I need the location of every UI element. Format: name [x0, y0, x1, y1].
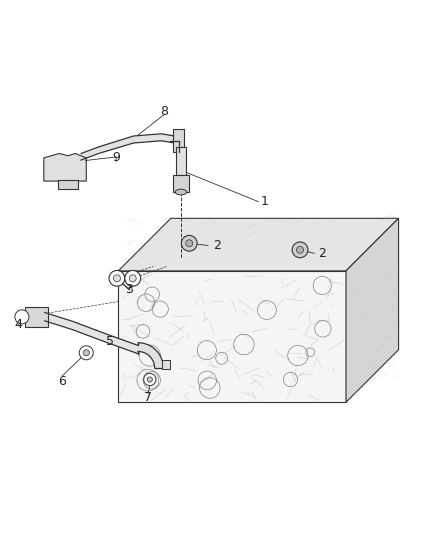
Circle shape	[186, 240, 193, 247]
Polygon shape	[45, 312, 138, 354]
Bar	[162, 360, 170, 368]
Circle shape	[129, 275, 136, 282]
Circle shape	[125, 270, 141, 286]
Text: 5: 5	[106, 335, 114, 349]
Text: 4: 4	[14, 318, 22, 331]
Polygon shape	[138, 343, 163, 368]
Polygon shape	[44, 154, 86, 181]
Circle shape	[109, 270, 125, 286]
Bar	[25, 307, 48, 327]
Text: 3: 3	[125, 283, 133, 296]
Circle shape	[79, 346, 93, 360]
Text: 8: 8	[160, 104, 168, 117]
Circle shape	[15, 310, 29, 324]
Polygon shape	[118, 219, 399, 271]
Circle shape	[113, 275, 120, 282]
Text: 7: 7	[144, 391, 152, 403]
Circle shape	[147, 377, 152, 382]
Ellipse shape	[175, 189, 187, 195]
Bar	[173, 174, 189, 192]
Bar	[176, 147, 186, 175]
Bar	[173, 129, 184, 152]
Circle shape	[144, 374, 156, 386]
Text: 9: 9	[112, 151, 120, 164]
Circle shape	[83, 350, 89, 356]
Polygon shape	[118, 271, 346, 402]
Text: 6: 6	[58, 375, 66, 387]
Text: 1: 1	[261, 195, 269, 208]
Text: 2: 2	[318, 247, 326, 260]
Circle shape	[292, 242, 308, 258]
Polygon shape	[58, 180, 78, 189]
Circle shape	[181, 236, 197, 251]
Circle shape	[297, 246, 304, 253]
Polygon shape	[81, 134, 177, 160]
Polygon shape	[346, 219, 399, 402]
Text: 2: 2	[213, 239, 221, 252]
